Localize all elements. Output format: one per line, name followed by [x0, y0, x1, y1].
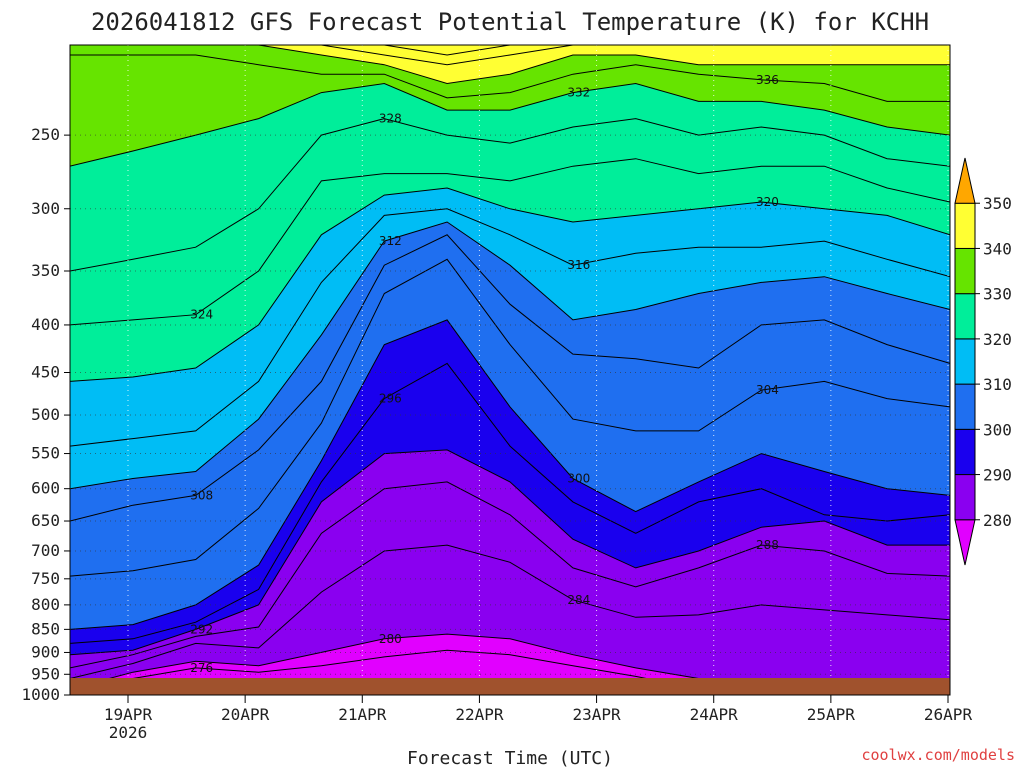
colorbar-tick-label: 290 — [983, 466, 1012, 485]
isentrope-line-292 — [70, 449, 950, 656]
y-tick-label: 750 — [31, 569, 60, 588]
y-tick-label: 250 — [31, 125, 60, 144]
colorbar-segment-330 — [954, 247, 976, 295]
y-tick-label: 600 — [31, 479, 60, 498]
colorbar-segment-340 — [954, 202, 976, 249]
contour-label-320: 320 — [756, 195, 779, 209]
colorbar-segment-300 — [954, 383, 976, 430]
isentrope-line-284 — [70, 544, 950, 679]
contour-label-284: 284 — [567, 593, 590, 607]
y-tick-label: 900 — [31, 642, 60, 661]
colorbar-segment-310 — [954, 338, 976, 385]
colorbar-tick-label: 310 — [983, 375, 1012, 394]
isentrope-bands — [70, 45, 950, 695]
colorbar-tick-label: 320 — [983, 330, 1012, 349]
colorbar: 280 290 300 310 320 330 340 350 — [954, 157, 1012, 566]
x-tick-label: 24APR — [690, 705, 739, 724]
y-tick-label: 950 — [31, 664, 60, 683]
colorbar-tick-label: 350 — [983, 194, 1012, 213]
x-tick-label: 25APR — [807, 705, 856, 724]
y-tick-label: 500 — [31, 405, 60, 424]
contour-label-308: 308 — [190, 488, 213, 502]
band-340 — [70, 45, 950, 84]
x-axis: 19APR 20APR 21APR 22APR 23APR 24APR 25APR 26APR… — [104, 695, 973, 742]
y-tick-label: 300 — [31, 199, 60, 218]
isentrope-line-328 — [70, 118, 950, 272]
colorbar-tick-label: 340 — [983, 239, 1012, 258]
y-tick-label: 850 — [31, 619, 60, 638]
isentrope-line-340 — [70, 45, 950, 85]
x-tick-label: 26APR — [924, 705, 973, 724]
y-tick-label: 1000 — [21, 685, 60, 704]
contour-label-288: 288 — [756, 538, 779, 552]
contour-label-332: 332 — [567, 86, 590, 100]
chart-title: 2026041812 GFS Forecast Potential Temper… — [91, 8, 929, 36]
isentrope-line-308 — [70, 234, 950, 522]
y-tick-label: 450 — [31, 363, 60, 382]
colorbar-segment-290 — [954, 428, 976, 476]
isentrope-line-344 — [70, 45, 950, 66]
y-tick-label: 800 — [31, 595, 60, 614]
colorbar-tick-label: 330 — [983, 285, 1012, 304]
plot-frame — [69, 44, 951, 696]
colorbar-tick-label: 300 — [983, 420, 1012, 439]
isentrope-line-300 — [70, 319, 950, 630]
contour-label-300: 300 — [567, 471, 590, 485]
contour-label-276: 276 — [190, 661, 213, 675]
y-tick-label: 550 — [31, 444, 60, 463]
x-year-label: 2026 — [109, 723, 148, 742]
x-tick-label: 23APR — [572, 705, 621, 724]
isentrope-line-312 — [70, 221, 950, 490]
x-tick-label: 20APR — [221, 705, 270, 724]
isentrope-line-276 — [70, 649, 950, 695]
contour-label-324: 324 — [190, 308, 213, 322]
contour-label-304: 304 — [756, 383, 779, 397]
contour-label-328: 328 — [379, 112, 402, 126]
contour-label-296: 296 — [379, 392, 402, 406]
x-tick-label: 19APR — [104, 705, 153, 724]
isentrope-line-288 — [70, 481, 950, 669]
contour-label-292: 292 — [190, 622, 213, 636]
contour-label-312: 312 — [379, 234, 402, 248]
isentrope-line-336 — [70, 54, 950, 102]
y-tick-label: 650 — [31, 511, 60, 530]
x-axis-label: Forecast Time (UTC) — [407, 748, 613, 768]
isentrope-line-296 — [70, 362, 950, 644]
contour-label-280: 280 — [379, 632, 402, 646]
ground-surface — [70, 678, 950, 695]
credit-text: coolwx.com/models — [861, 746, 1015, 764]
y-axis: 250 300 350 400 450 500 550 600 650 700 750 800 850 9… — [21, 125, 70, 704]
y-tick-label: 350 — [31, 261, 60, 280]
colorbar-segment-280 — [954, 474, 976, 521]
contour-label-336: 336 — [756, 73, 779, 87]
isentrope-line-332 — [70, 82, 950, 167]
x-tick-label: 21APR — [338, 705, 387, 724]
colorbar-segment-350 — [954, 157, 976, 204]
isentrope-lines — [70, 45, 950, 695]
contour-label-316: 316 — [567, 258, 590, 272]
isentrope-line-324 — [70, 158, 950, 326]
colorbar-tick-label: 280 — [983, 511, 1012, 530]
isentrope-line-304 — [70, 258, 950, 577]
y-tick-label: 400 — [31, 315, 60, 334]
colorbar-segment-270 — [954, 519, 976, 566]
colorbar-segment-320 — [954, 293, 976, 340]
x-tick-label: 22APR — [455, 705, 504, 724]
y-tick-label: 700 — [31, 541, 60, 560]
isentrope-line-316 — [70, 208, 950, 447]
contour-labels: 276 280 284 288 292 296 300 304 308 312 316 320 324 3… — [190, 73, 779, 675]
